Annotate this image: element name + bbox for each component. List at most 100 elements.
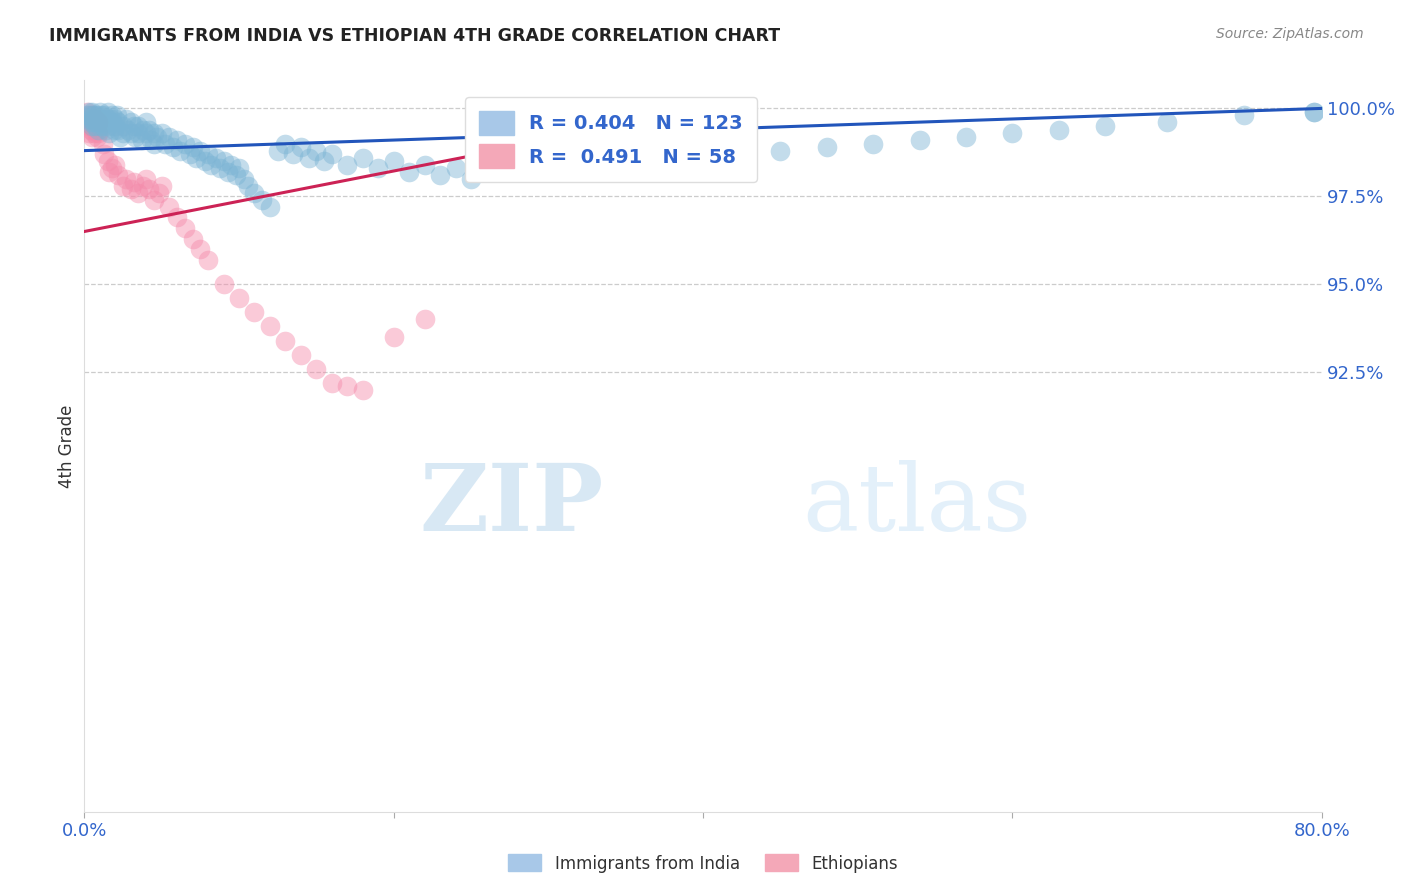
Point — [79, 115, 101, 129]
Point — [212, 154, 235, 169]
Point — [259, 319, 281, 334]
Point — [82, 108, 104, 122]
Point — [124, 129, 146, 144]
Point — [219, 158, 242, 172]
Point — [101, 108, 124, 122]
Point — [120, 182, 142, 196]
Legend: Immigrants from India, Ethiopians: Immigrants from India, Ethiopians — [502, 847, 904, 880]
Point — [209, 161, 232, 176]
Point — [150, 178, 173, 193]
Point — [143, 193, 166, 207]
Point — [676, 161, 699, 176]
Point — [166, 133, 188, 147]
Point — [150, 126, 173, 140]
Point — [135, 126, 157, 140]
Point — [259, 200, 281, 214]
Point — [135, 171, 157, 186]
Point — [89, 122, 111, 136]
Point — [90, 115, 112, 129]
Point — [82, 112, 104, 126]
Point — [115, 171, 138, 186]
Point — [169, 144, 191, 158]
Point — [91, 119, 114, 133]
Point — [96, 112, 118, 126]
Point — [583, 151, 606, 165]
Text: IMMIGRANTS FROM INDIA VS ETHIOPIAN 4TH GRADE CORRELATION CHART: IMMIGRANTS FROM INDIA VS ETHIOPIAN 4TH G… — [49, 27, 780, 45]
Point — [143, 126, 166, 140]
Point — [84, 112, 107, 126]
Point — [104, 119, 127, 133]
Point — [83, 115, 105, 129]
Point — [212, 277, 235, 292]
Point — [104, 158, 127, 172]
Point — [112, 126, 135, 140]
Point — [815, 140, 838, 154]
Point — [862, 136, 884, 151]
Point — [181, 231, 204, 245]
Point — [146, 129, 169, 144]
Point — [91, 112, 114, 126]
Point — [139, 133, 162, 147]
Point — [138, 182, 160, 196]
Point — [77, 104, 100, 119]
Point — [908, 133, 931, 147]
Point — [225, 168, 247, 182]
Point — [181, 140, 204, 154]
Point — [166, 211, 188, 225]
Point — [197, 252, 219, 267]
Point — [1047, 122, 1070, 136]
Point — [90, 108, 112, 122]
Point — [398, 164, 420, 178]
Point — [96, 154, 118, 169]
Point — [115, 112, 138, 126]
Point — [79, 122, 101, 136]
Point — [86, 129, 108, 144]
Point — [645, 158, 668, 172]
Point — [101, 161, 124, 176]
Point — [76, 108, 98, 122]
Point — [101, 115, 124, 129]
Point — [86, 115, 108, 129]
Point — [79, 112, 101, 126]
Point — [77, 126, 100, 140]
Point — [127, 126, 149, 140]
Point — [143, 136, 166, 151]
Point — [89, 112, 111, 126]
Point — [305, 144, 328, 158]
Point — [132, 122, 155, 136]
Point — [267, 144, 290, 158]
Point — [103, 122, 125, 136]
Point — [1156, 115, 1178, 129]
Point — [188, 242, 211, 256]
Y-axis label: 4th Grade: 4th Grade — [58, 404, 76, 488]
Text: Source: ZipAtlas.com: Source: ZipAtlas.com — [1216, 27, 1364, 41]
Point — [382, 154, 405, 169]
Point — [352, 151, 374, 165]
Point — [205, 151, 228, 165]
Point — [250, 193, 273, 207]
Point — [122, 175, 145, 189]
Point — [413, 312, 436, 326]
Point — [491, 151, 513, 165]
Point — [94, 122, 117, 136]
Point — [82, 119, 104, 133]
Point — [87, 122, 110, 136]
Point — [159, 200, 180, 214]
Point — [1302, 104, 1324, 119]
Point — [105, 108, 128, 122]
Point — [112, 178, 135, 193]
Point — [76, 104, 98, 119]
Point — [413, 158, 436, 172]
Point — [184, 151, 207, 165]
Point — [162, 140, 184, 154]
Point — [352, 383, 374, 397]
Point — [83, 115, 105, 129]
Point — [522, 154, 544, 169]
Point — [112, 119, 135, 133]
Point — [232, 171, 254, 186]
Point — [127, 186, 149, 200]
Point — [107, 168, 129, 182]
Point — [174, 221, 197, 235]
Point — [336, 379, 359, 393]
Point — [429, 168, 451, 182]
